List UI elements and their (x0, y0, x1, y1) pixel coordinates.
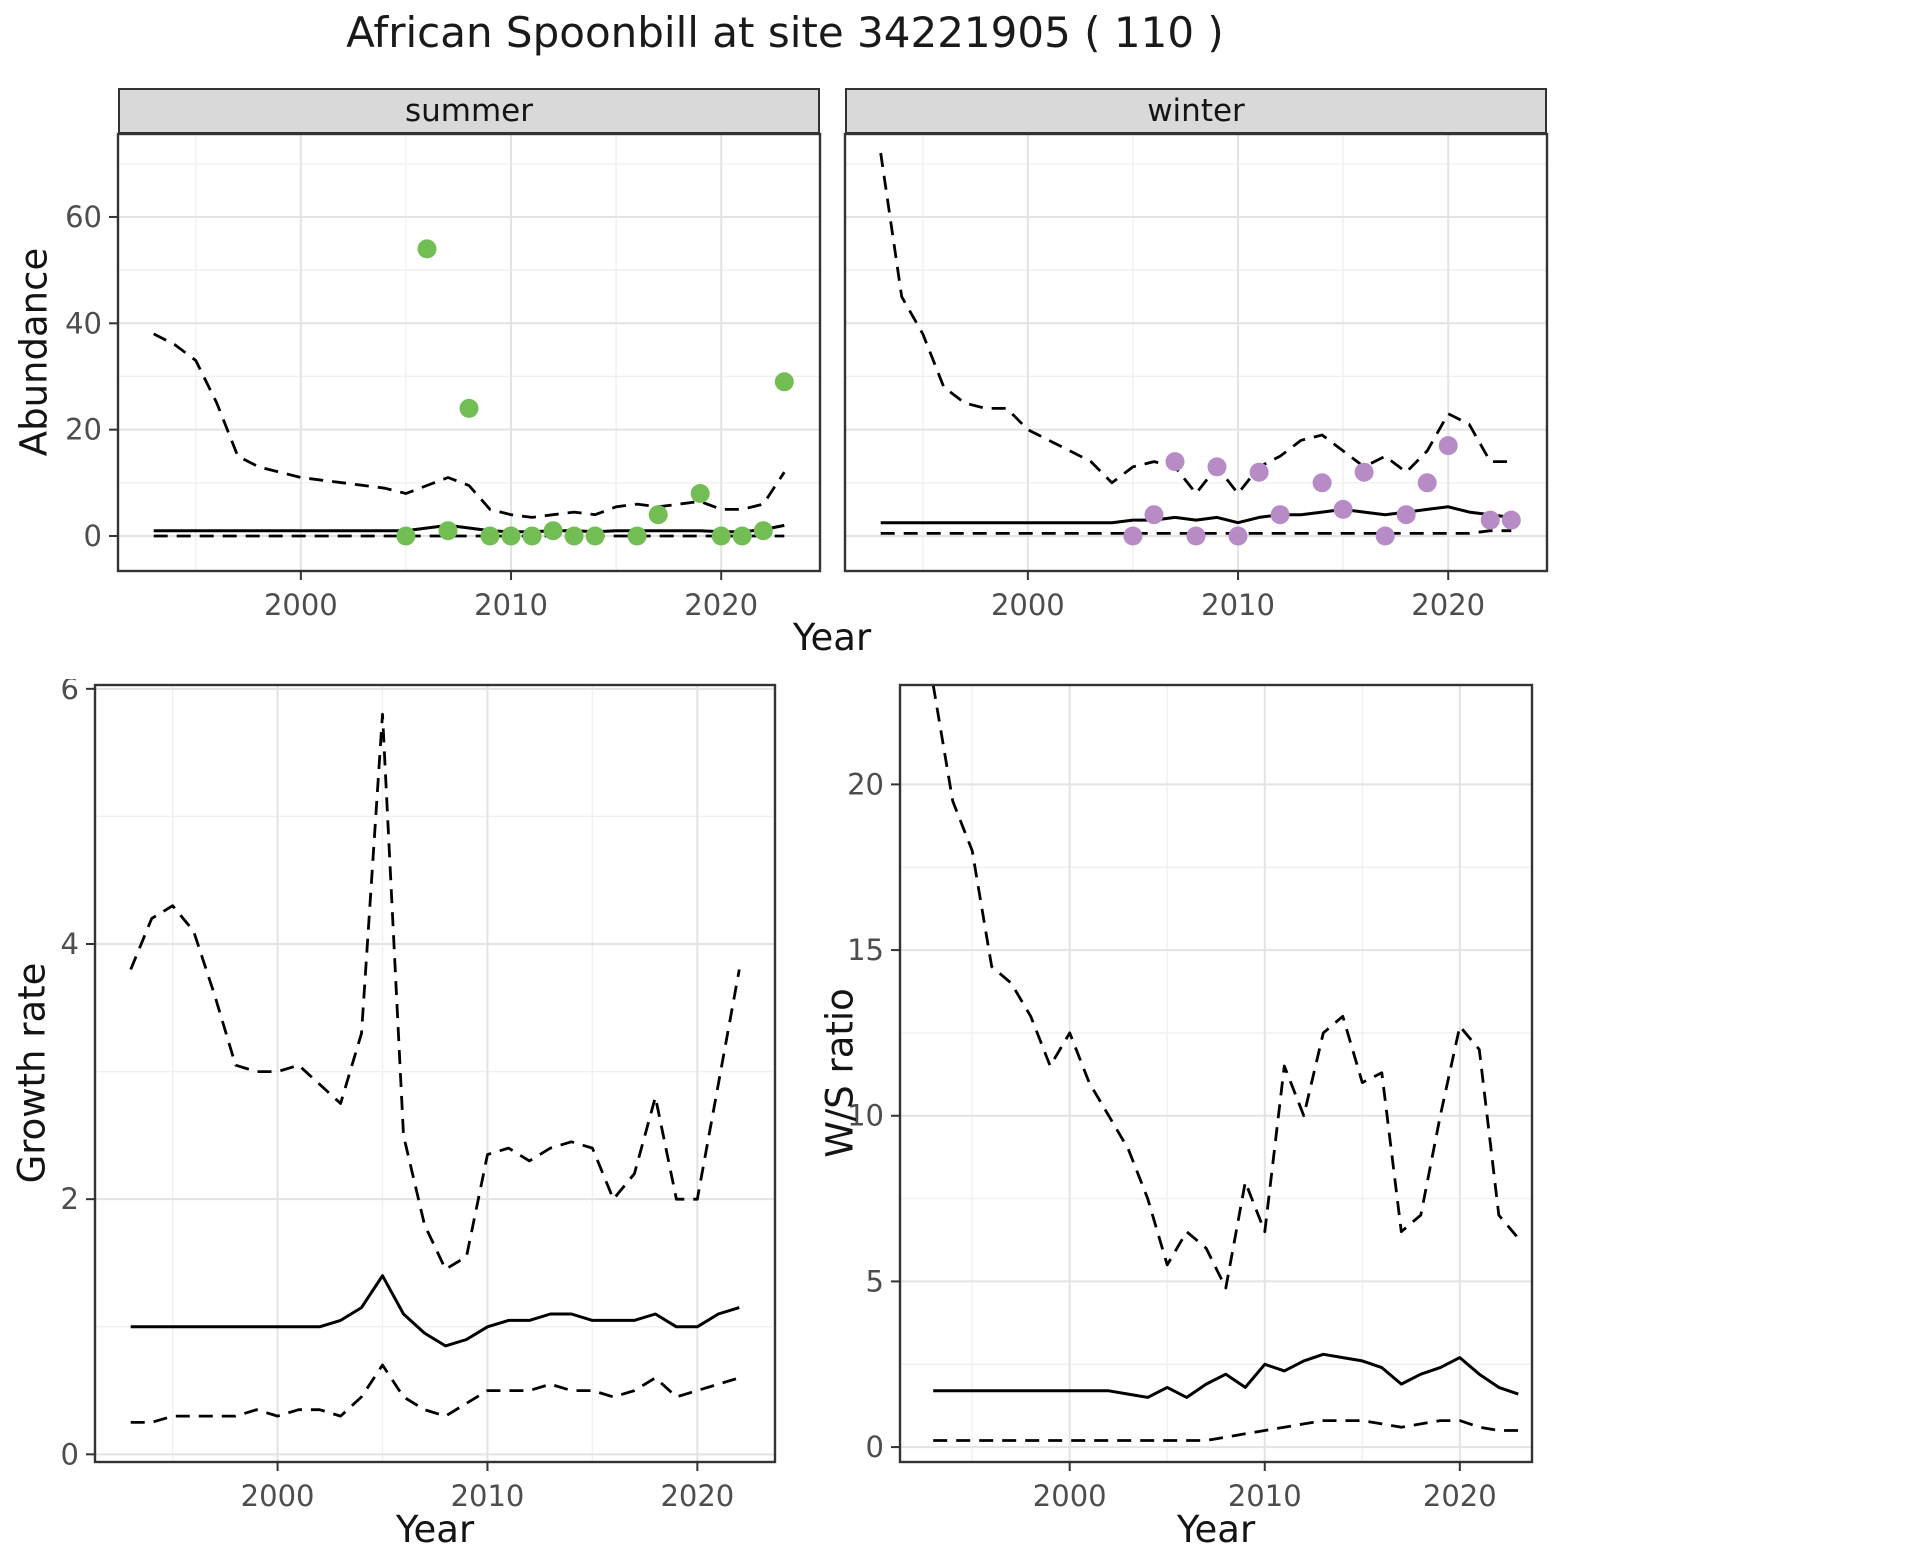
panel-background (900, 685, 1532, 1462)
winter-observations-point (1207, 457, 1227, 477)
x-axis-label-year-growth: Year (395, 1508, 475, 1551)
winter-observations-point (1270, 505, 1290, 525)
x-tick-label: 2020 (684, 588, 758, 622)
winter-observations-point (1228, 526, 1248, 546)
x-axis-label-year-ws: Year (1176, 1508, 1256, 1551)
winter-observations-point (1501, 510, 1521, 530)
x-tick-label: 2020 (1411, 588, 1485, 622)
x-axis-label-year-top: Year (792, 616, 872, 659)
x-tick-label: 2020 (1423, 1479, 1497, 1513)
lower-ci-line (933, 1419, 1519, 1442)
winter-observations-point (1312, 473, 1332, 493)
y-tick-label: 15 (847, 933, 884, 967)
x-tick-label: 2000 (991, 588, 1065, 622)
x-tick-label: 2010 (1228, 1479, 1302, 1513)
lower-ci-line (880, 529, 1512, 535)
facet-strip-summer: summer (118, 88, 820, 134)
summer-observations-point (774, 372, 794, 392)
winter-observations-point (1480, 510, 1500, 530)
y-tick-label: 2 (61, 1182, 79, 1216)
summer-observations-point (585, 526, 605, 546)
y-tick-label: 0 (866, 1430, 884, 1464)
upper-ci-line (153, 332, 786, 519)
panel-background (95, 685, 775, 1462)
abundance-winter-chart: 2000 2010 2020 (843, 132, 1549, 622)
upper-ci-line (129, 712, 741, 1271)
summer-observations-point (459, 398, 479, 418)
y-tick-label: 20 (847, 767, 884, 801)
winter-observations-point (1354, 462, 1374, 482)
chart-title: African Spoonbill at site 34221905 ( 110… (346, 8, 1224, 57)
y-axis-label-growth-rate: Growth rate (10, 962, 54, 1184)
facet-strip-winter-label: winter (1147, 93, 1245, 129)
median-line (153, 523, 785, 534)
x-tick-label: 2000 (1033, 1479, 1107, 1513)
winter-observations-point (1375, 526, 1395, 546)
winter-observations-point (1438, 436, 1458, 456)
summer-observations-point (501, 526, 521, 546)
x-tick-label: 2010 (474, 588, 548, 622)
winter-observations-point (1396, 505, 1416, 525)
summer-observations-point (648, 505, 668, 525)
x-tick-label: 2000 (241, 1479, 315, 1513)
winter-observations-point (1144, 505, 1164, 525)
x-tick-label: 2010 (1201, 588, 1275, 622)
summer-observations-point (522, 526, 542, 546)
upper-ci-line (931, 684, 1520, 1290)
growth-rate-chart: 2000 2010 2020 0 2 4 6 (61, 679, 777, 1513)
summer-observations-point (480, 526, 500, 546)
summer-observations-point (417, 239, 437, 259)
facet-strip-summer-label: summer (404, 93, 533, 129)
y-axis-label-abundance: Abundance (12, 247, 56, 457)
ws-ratio-chart: 2000 2010 2020 0 5 10 15 20 (847, 683, 1534, 1513)
x-tick-label: 2000 (264, 588, 338, 622)
panel-border (116, 132, 822, 573)
abundance-summer-chart: 2000 2010 2020 0 20 40 60 (65, 132, 822, 622)
summer-observations-point (753, 521, 773, 541)
summer-observations-point (690, 484, 710, 503)
lower-ci-line (130, 1363, 740, 1424)
panel-border (93, 683, 777, 1464)
panel-background (845, 134, 1547, 571)
winter-observations-point (1186, 526, 1206, 546)
x-tick-label: 2010 (451, 1479, 525, 1513)
y-tick-label: 5 (866, 1264, 884, 1298)
panel-border (898, 683, 1534, 1464)
winter-observations-point (1165, 452, 1185, 472)
median-line (130, 1274, 740, 1348)
y-tick-label: 10 (847, 1099, 884, 1133)
summer-observations-point (732, 526, 752, 546)
summer-observations-point (564, 526, 584, 546)
y-tick-label: 6 (61, 679, 79, 706)
winter-observations-point (1123, 526, 1143, 546)
y-tick-label: 20 (65, 413, 102, 447)
y-axis-label-ws-ratio: W/S ratio (818, 988, 862, 1158)
summer-observations-point (438, 521, 458, 541)
x-tick-label: 2020 (660, 1479, 734, 1513)
y-tick-label: 40 (65, 306, 102, 340)
summer-observations-point (396, 526, 416, 546)
panel-border (843, 132, 1549, 573)
y-tick-label: 4 (61, 927, 79, 961)
winter-observations-point (1417, 473, 1437, 493)
y-tick-label: 60 (65, 200, 102, 234)
summer-observations-point (543, 521, 563, 541)
median-line (933, 1352, 1519, 1399)
summer-observations-point (627, 526, 647, 546)
y-tick-label: 0 (61, 1437, 79, 1471)
y-tick-label: 0 (84, 519, 102, 553)
winter-observations-point (1249, 462, 1269, 482)
summer-observations-point (711, 526, 731, 546)
winter-observations-point (1333, 499, 1353, 519)
